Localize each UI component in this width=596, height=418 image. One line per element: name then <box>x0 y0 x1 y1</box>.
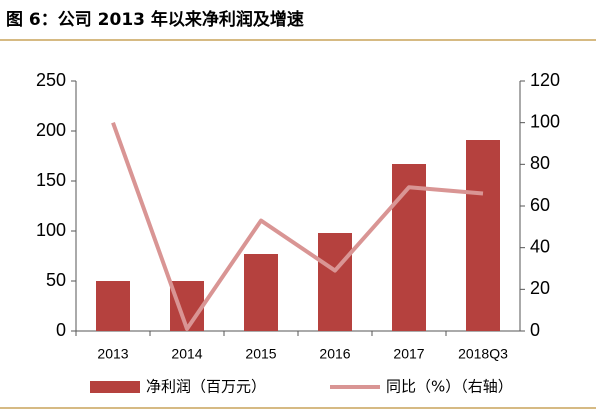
y-tick-label: 100 <box>36 220 66 240</box>
x-tick-label: 2016 <box>319 346 350 362</box>
legend-label: 同比（%）（右轴） <box>386 378 513 396</box>
y2-tick-label: 80 <box>530 153 550 173</box>
y-tick-label: 50 <box>46 270 66 290</box>
x-tick-label: 2014 <box>171 346 202 362</box>
y-tick-label: 150 <box>36 170 66 190</box>
bar <box>466 140 500 331</box>
bar <box>392 164 426 331</box>
line <box>111 121 484 331</box>
y2-tick-label: 40 <box>530 236 550 256</box>
y2-tick-label: 120 <box>530 70 560 90</box>
x-tick-label: 2013 <box>97 346 128 362</box>
chart-title: 图 6：公司 2013 年以来净利润及增速 <box>6 9 304 30</box>
y2-tick-label: 60 <box>530 195 550 215</box>
legend-label: 净利润（百万元） <box>146 378 266 396</box>
x-tick-label: 2017 <box>393 346 424 362</box>
y2-tick-label: 20 <box>530 278 550 298</box>
y-tick-label: 0 <box>56 320 66 340</box>
y2-tick-label: 0 <box>530 320 540 340</box>
x-tick-label: 2018Q3 <box>458 346 508 362</box>
y-tick-label: 250 <box>36 70 66 90</box>
y2-tick-label: 100 <box>530 111 560 131</box>
bar <box>96 281 130 331</box>
bar <box>170 281 204 331</box>
y-tick-label: 200 <box>36 120 66 140</box>
bar <box>318 233 352 331</box>
bar <box>244 254 278 331</box>
x-tick-label: 2015 <box>245 346 276 362</box>
legend-swatch <box>90 381 140 393</box>
